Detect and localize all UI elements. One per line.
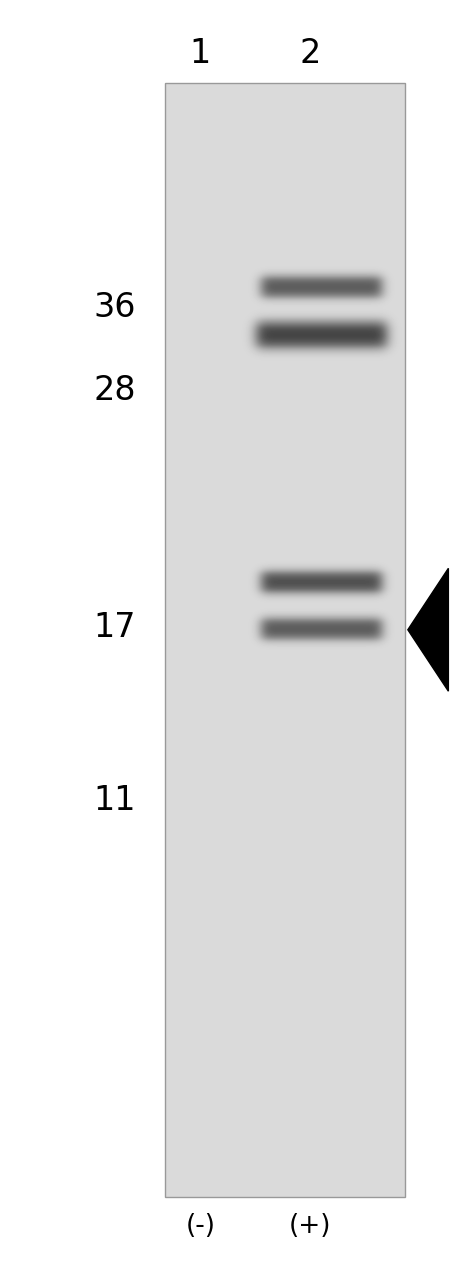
Text: 36: 36	[93, 291, 136, 324]
Text: 11: 11	[93, 783, 136, 817]
Text: 28: 28	[93, 374, 136, 407]
Text: 17: 17	[93, 611, 136, 644]
Text: 2: 2	[299, 37, 320, 70]
Polygon shape	[407, 568, 447, 691]
Text: 1: 1	[189, 37, 210, 70]
Text: (+): (+)	[288, 1213, 331, 1239]
Text: (-): (-)	[185, 1213, 215, 1239]
Bar	[164, 83, 405, 1197]
